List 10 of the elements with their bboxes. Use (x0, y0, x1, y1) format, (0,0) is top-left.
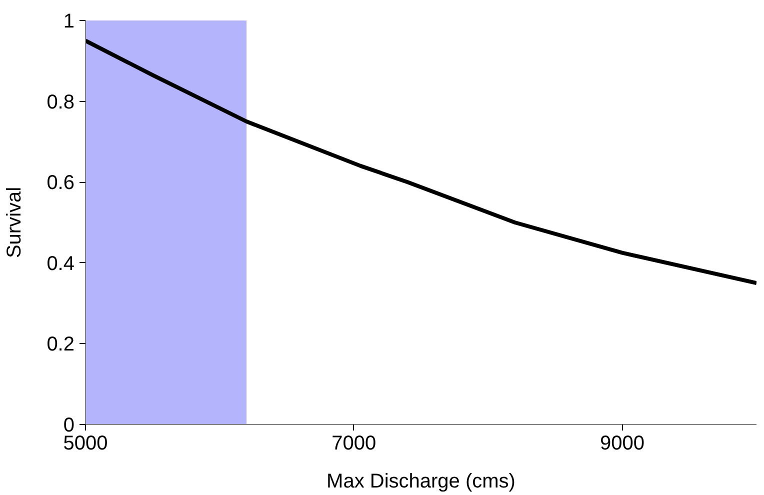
y-tick-label: 0.4 (46, 252, 75, 275)
line-series (86, 38, 756, 286)
x-tick-label: 9000 (600, 432, 645, 454)
x-tick-label: 7000 (332, 432, 376, 454)
y-tick-label: 0.6 (46, 172, 75, 194)
x-axis-title: Max Discharge (cms) (326, 470, 516, 492)
y-tick-label: 0.8 (46, 91, 75, 114)
y-tick-label: 0.2 (46, 334, 75, 356)
y-tick-label: 1 (63, 10, 74, 32)
y-axis-title: Survival (4, 186, 26, 258)
